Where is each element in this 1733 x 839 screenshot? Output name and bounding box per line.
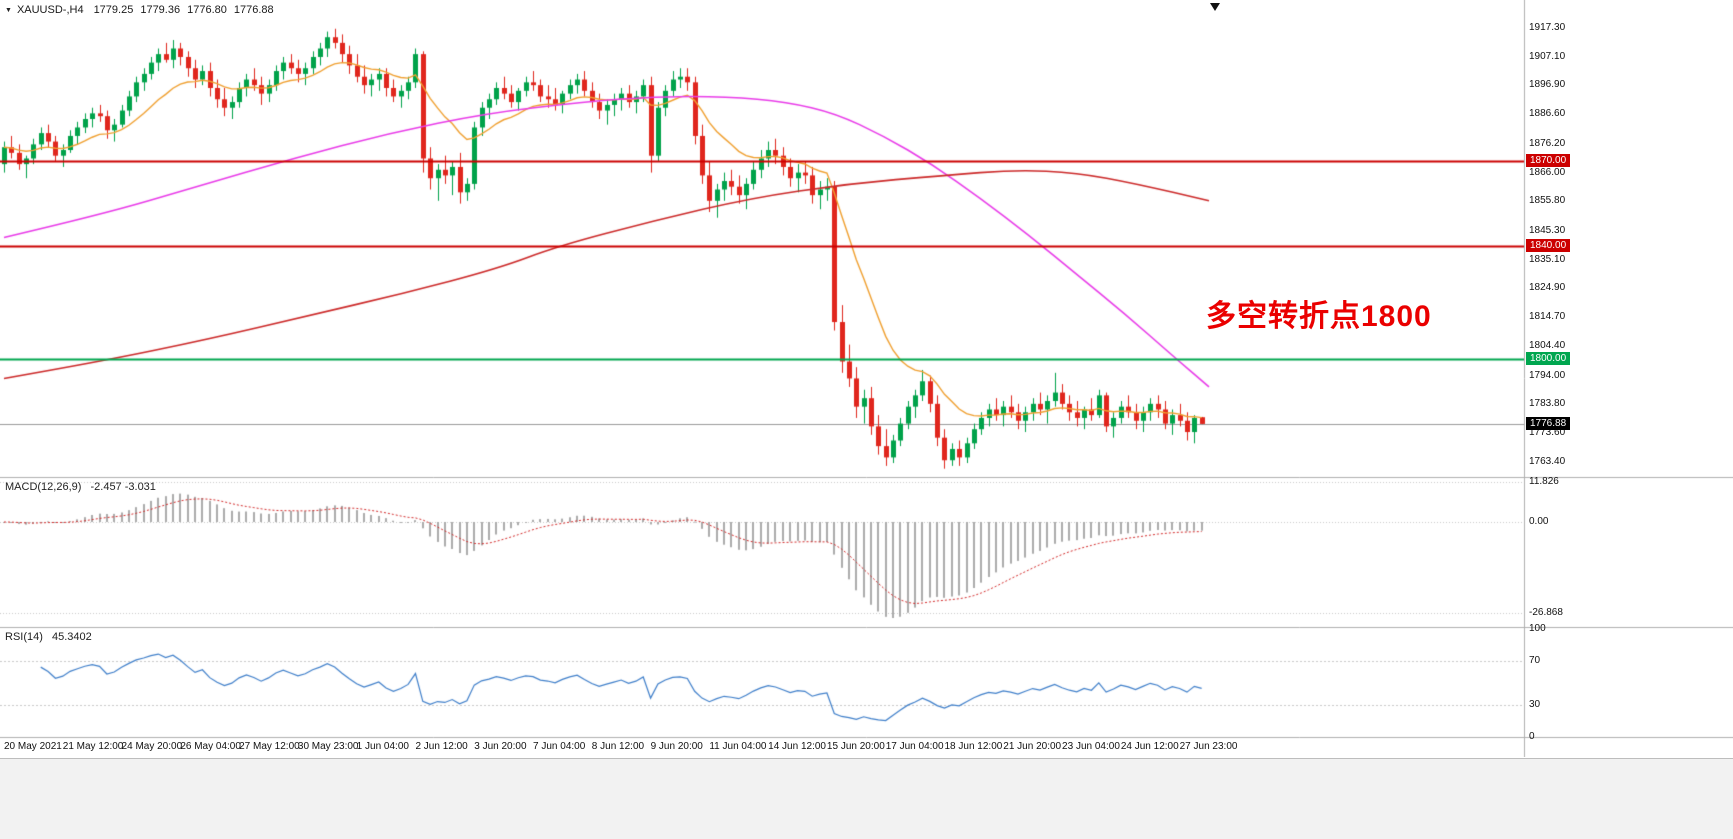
time-axis-label: 18 Jun 12:00 (944, 741, 1003, 752)
rsi-indicator-name: RSI(14) (5, 631, 43, 643)
time-axis-label: 24 Jun 12:00 (1120, 741, 1179, 752)
rsi-axis-label: 30 (1529, 698, 1541, 710)
time-axis-label: 14 Jun 12:00 (768, 741, 826, 752)
macd-indicator-values: -2.457 -3.031 (90, 481, 156, 493)
macd-axis-label: 0.00 (1529, 516, 1549, 527)
time-axis-label: 24 May 20:00 (121, 741, 183, 752)
time-axis-label: 26 May 04:00 (180, 741, 241, 752)
price-axis-label: 1855.80 (1529, 195, 1566, 207)
time-axis-label: 27 Jun 23:00 (1179, 741, 1238, 752)
chart-header: ▼ XAUUSD-,H4 1779.25 1779.36 1776.80 177… (5, 4, 281, 16)
macd-indicator-name: MACD(12,26,9) (5, 481, 82, 493)
ohlc-close: 1776.88 (233, 4, 274, 16)
price-axis-label: 1814.70 (1529, 311, 1566, 323)
chart-shift-icon[interactable] (1210, 3, 1220, 11)
price-axis-label: 1783.80 (1529, 398, 1566, 410)
candlestick-chart-canvas[interactable] (0, 0, 1733, 757)
price-axis-label: 1917.30 (1529, 21, 1566, 33)
price-axis-label: 1866.00 (1529, 166, 1566, 178)
time-axis-label: 17 Jun 04:00 (885, 741, 944, 752)
time-axis-label: 2 Jun 12:00 (415, 741, 468, 752)
rsi-axis-label: 0 (1529, 731, 1535, 742)
time-axis-label: 15 Jun 20:00 (826, 741, 885, 752)
price-axis-label: 1907.10 (1529, 50, 1566, 62)
time-axis-label: 21 May 12:00 (62, 741, 124, 752)
symbol-dropdown-icon[interactable]: ▼ (5, 6, 12, 14)
time-axis-label: 8 Jun 12:00 (591, 741, 645, 752)
rsi-axis-label: 70 (1529, 655, 1541, 667)
symbol-timeframe-label: XAUUSD-,H4 (16, 4, 84, 16)
macd-axis-label: -26.868 (1529, 607, 1563, 618)
level-badge-1800.00: 1800.00 (1526, 351, 1571, 365)
time-axis-label: 27 May 12:00 (239, 741, 300, 752)
time-axis-label: 21 Jun 20:00 (1003, 741, 1062, 752)
time-axis-label: 23 Jun 04:00 (1062, 741, 1120, 752)
level-badge-1840.00: 1840.00 (1526, 238, 1571, 252)
ohlc-low: 1776.80 (187, 4, 227, 16)
price-axis-label: 1876.20 (1529, 137, 1566, 149)
axis-scale-layer[interactable]: 1917.30 1907.10 1896.90 1886.60 1876.20 1866.… (0, 0, 1733, 757)
rsi-axis-label: 100 (1529, 623, 1546, 634)
price-axis-label: 1886.60 (1529, 108, 1566, 120)
time-axis-label: 20 May 2021 (4, 741, 62, 752)
rsi-panel-label: RSI(14) 45.3402 (5, 631, 92, 643)
window-bottom-area (0, 758, 1733, 839)
price-axis-label: 1773.60 (1529, 427, 1566, 439)
price-axis-label: 1845.30 (1529, 224, 1566, 236)
level-badge-1870.00: 1870.00 (1526, 154, 1571, 168)
time-axis-label: 9 Jun 20:00 (650, 741, 703, 752)
ohlc-high: 1779.36 (140, 4, 181, 16)
time-axis-label: 30 May 23:00 (297, 741, 359, 752)
time-axis-label: 7 Jun 04:00 (533, 741, 586, 752)
annotation-text: 多空转折点1800 (1206, 300, 1432, 333)
price-axis-label: 1896.90 (1529, 79, 1566, 91)
macd-axis-label: 11.826 (1529, 475, 1559, 487)
price-axis-label: 1794.00 (1529, 369, 1566, 381)
macd-panel-label: MACD(12,26,9) -2.457 -3.031 (5, 481, 156, 493)
price-axis-label: 1763.40 (1529, 455, 1566, 467)
current-price-badge: 1776.88 (1526, 416, 1571, 430)
price-axis-label: 1804.40 (1529, 340, 1566, 352)
time-axis-label: 11 Jun 04:00 (709, 741, 767, 752)
rsi-indicator-value: 45.3402 (51, 631, 92, 643)
price-axis-label: 1824.90 (1529, 282, 1566, 294)
time-axis-label: 1 Jun 04:00 (356, 741, 409, 752)
ohlc-open: 1779.25 (93, 4, 134, 16)
price-axis-label: 1835.10 (1529, 253, 1566, 265)
time-axis-label: 3 Jun 20:00 (474, 741, 527, 752)
